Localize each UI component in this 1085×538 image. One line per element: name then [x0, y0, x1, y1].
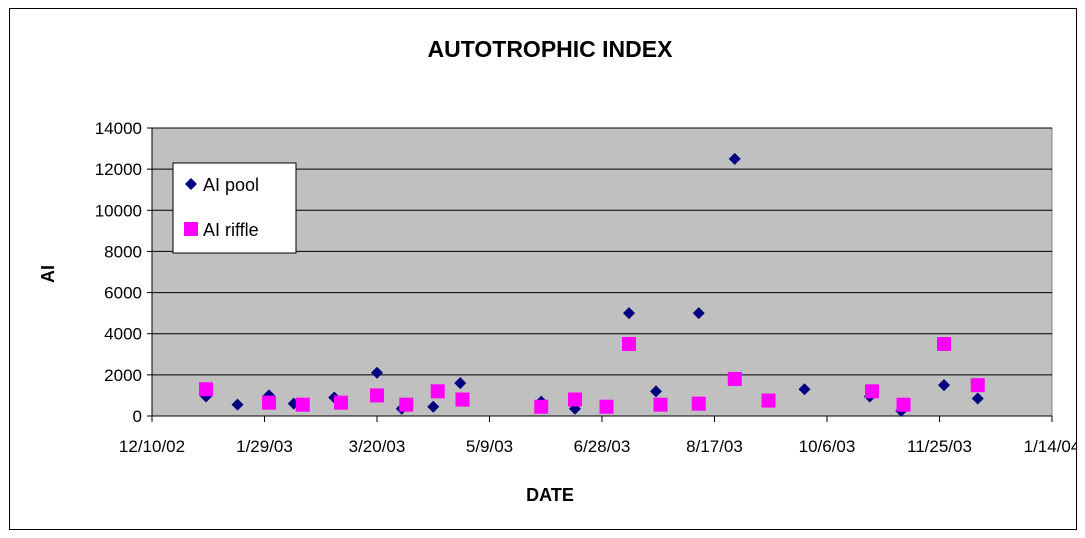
- y-tick-label: 2000: [104, 366, 142, 385]
- ai-pool-point: [623, 307, 635, 320]
- x-axis-title: DATE: [526, 485, 574, 505]
- data-markers: [199, 152, 985, 417]
- ai-riffle-point: [937, 337, 951, 351]
- legend-label: AI riffle: [203, 220, 259, 240]
- ai-riffle-point: [896, 397, 911, 412]
- x-tick-label: 8/17/03: [686, 437, 743, 456]
- y-axis-title: AI: [38, 265, 58, 283]
- ai-riffle-point: [534, 399, 549, 414]
- ai-riffle-point: [430, 384, 445, 399]
- ai-riffle-point: [727, 371, 742, 386]
- ai-pool-point: [427, 400, 440, 413]
- y-tick-label: 6000: [104, 284, 142, 303]
- ai-pool-point: [728, 152, 741, 165]
- ai-pool-point: [371, 366, 383, 379]
- x-tick-label: 5/9/03: [466, 437, 513, 456]
- y-tick-label: 14000: [95, 119, 142, 138]
- y-tick-label: 10000: [95, 201, 142, 220]
- ai-riffle-point: [455, 392, 470, 407]
- ai-riffle-point: [334, 395, 348, 410]
- ai-riffle-point: [295, 397, 310, 412]
- ai-pool-point: [971, 392, 984, 405]
- ai-riffle-point: [370, 388, 384, 403]
- legend-label: AI pool: [203, 175, 259, 195]
- y-tick-label: 0: [133, 407, 142, 426]
- legend-items: AI pool AI riffle: [184, 175, 259, 240]
- x-tick-label: 11/25/03: [907, 437, 972, 456]
- x-tick-label: 10/6/03: [799, 437, 856, 456]
- ai-riffle-point: [568, 392, 582, 407]
- x-tick-label: 1/14/04: [1024, 437, 1076, 456]
- ai-pool-point: [938, 379, 950, 392]
- legend-box: [172, 162, 297, 254]
- ai-riffle-point: [199, 382, 213, 397]
- x-tick-labels: 12/10/02 1/29/03 3/20/03 5/9/03 6/28/03 8/17/…: [119, 437, 1076, 456]
- ai-riffle-point: [865, 384, 879, 399]
- x-tick-label: 3/20/03: [349, 437, 406, 456]
- ai-riffle-point: [262, 395, 276, 410]
- plot-area: [151, 127, 1053, 417]
- ai-riffle-point: [622, 337, 636, 351]
- ai-pool-point: [650, 385, 662, 398]
- legend: AI pool AI riffle: [172, 162, 297, 254]
- y-tick-label: 12000: [95, 160, 142, 179]
- autotrophic-index-chart: AUTOTROPHIC INDEX 0 2000 4000 6000 8000 10000…: [38, 36, 1076, 505]
- y-tick-label: 8000: [104, 242, 142, 261]
- chart-frame: AUTOTROPHIC INDEX 0 2000 4000 6000 8000 10000…: [9, 8, 1077, 530]
- y-tick-label: 4000: [104, 325, 142, 344]
- ai-riffle-point: [653, 397, 668, 412]
- ai-riffle-point: [691, 396, 706, 411]
- ai-pool-point: [231, 398, 244, 411]
- ai-pool-point: [798, 383, 811, 396]
- gridlines: [152, 127, 1052, 376]
- y-tick-labels: 0 2000 4000 6000 8000 10000 12000 14000: [95, 119, 142, 426]
- chart-title: AUTOTROPHIC INDEX: [428, 36, 674, 62]
- x-tick-label: 12/10/02: [119, 437, 185, 456]
- ai-riffle-point: [599, 399, 614, 414]
- ai-riffle-point: [970, 378, 985, 393]
- x-tick-label: 6/28/03: [574, 437, 631, 456]
- ai-riffle-point: [761, 393, 776, 408]
- x-tick-label: 1/29/03: [236, 437, 293, 456]
- legend-marker-diamond: [185, 178, 197, 190]
- series-ai-riffle: [199, 337, 985, 414]
- ai-pool-point: [454, 377, 467, 390]
- ai-riffle-point: [399, 397, 414, 412]
- legend-marker-square: [184, 222, 198, 236]
- ai-pool-point: [692, 307, 705, 320]
